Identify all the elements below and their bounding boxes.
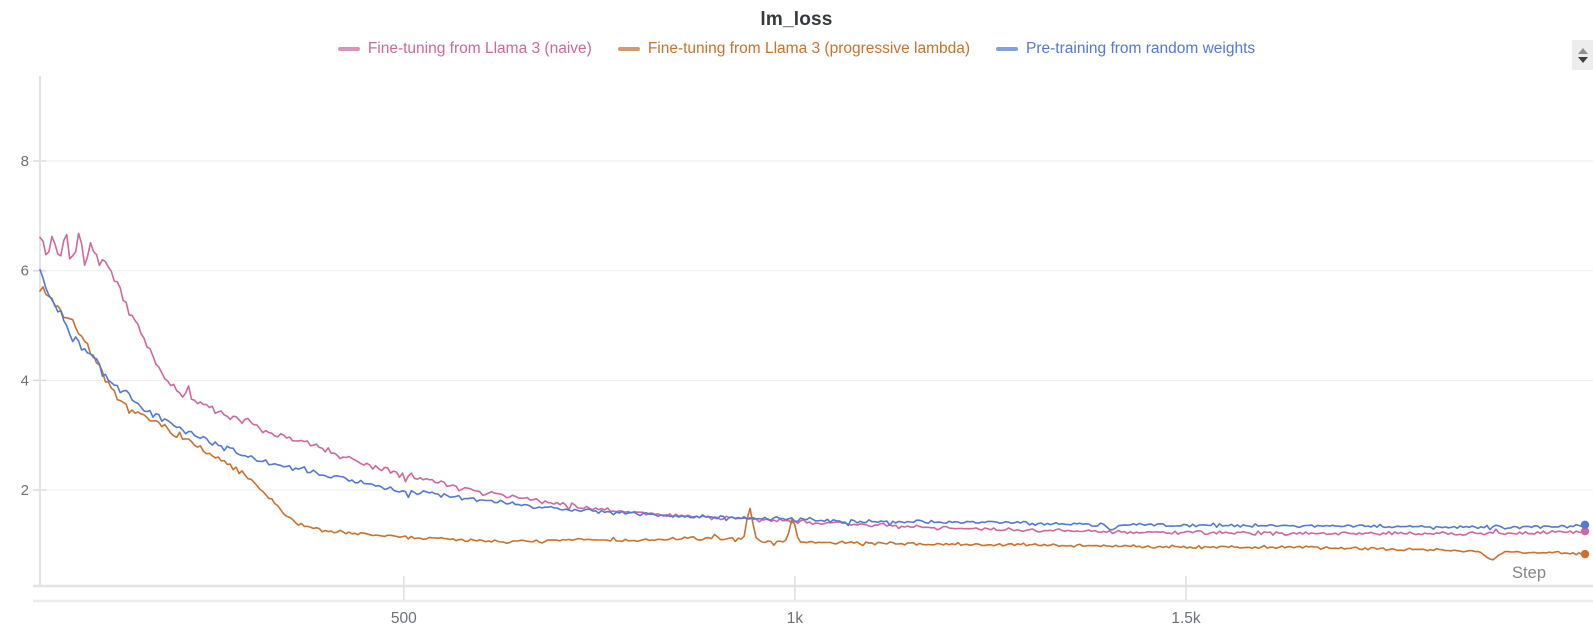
series-line-1[interactable]	[39, 286, 1586, 561]
legend-item-naive[interactable]: Fine-tuning from Llama 3 (naive)	[337, 40, 592, 58]
arrow-up-icon	[1577, 47, 1588, 54]
legend-line-swatch	[337, 47, 360, 51]
x-tick-label: 1.5k	[1171, 610, 1201, 627]
chart-title: lm_loss	[760, 9, 833, 30]
legend-item-progressive-lambda[interactable]: Fine-tuning from Llama 3 (progressive la…	[617, 40, 971, 58]
lm-loss-chart[interactable]: 2 4 6 8 500 1k 1.5k Step	[0, 74, 1593, 634]
series-end-dot-0	[1580, 527, 1590, 536]
series-end-dot-2	[1580, 520, 1590, 529]
legend-label: Fine-tuning from Llama 3 (naive)	[367, 40, 592, 58]
legend-label: Pre-training from random weights	[1026, 40, 1256, 58]
series-line-0[interactable]	[39, 232, 1586, 536]
x-tick-label: 1k	[787, 610, 804, 627]
y-tick-label: 4	[21, 372, 29, 389]
y-tick-label: 2	[21, 482, 29, 499]
stepper-control[interactable]	[1572, 40, 1593, 70]
series-end-dot-1	[1580, 549, 1590, 559]
y-tick-label: 8	[21, 153, 29, 170]
x-tick-label: 500	[391, 610, 417, 627]
arrow-down-icon	[1577, 56, 1588, 63]
x-axis-label: Step	[1512, 564, 1546, 582]
legend-label: Fine-tuning from Llama 3 (progressive la…	[647, 40, 971, 58]
legend-line-swatch	[996, 47, 1019, 51]
series-line-2[interactable]	[39, 268, 1586, 531]
legend-line-swatch	[617, 47, 640, 51]
legend-item-pretraining[interactable]: Pre-training from random weights	[996, 41, 1255, 57]
y-tick-label: 6	[21, 263, 29, 280]
chart-legend: Fine-tuning from Llama 3 (naive) Fine-tu…	[0, 38, 1593, 60]
